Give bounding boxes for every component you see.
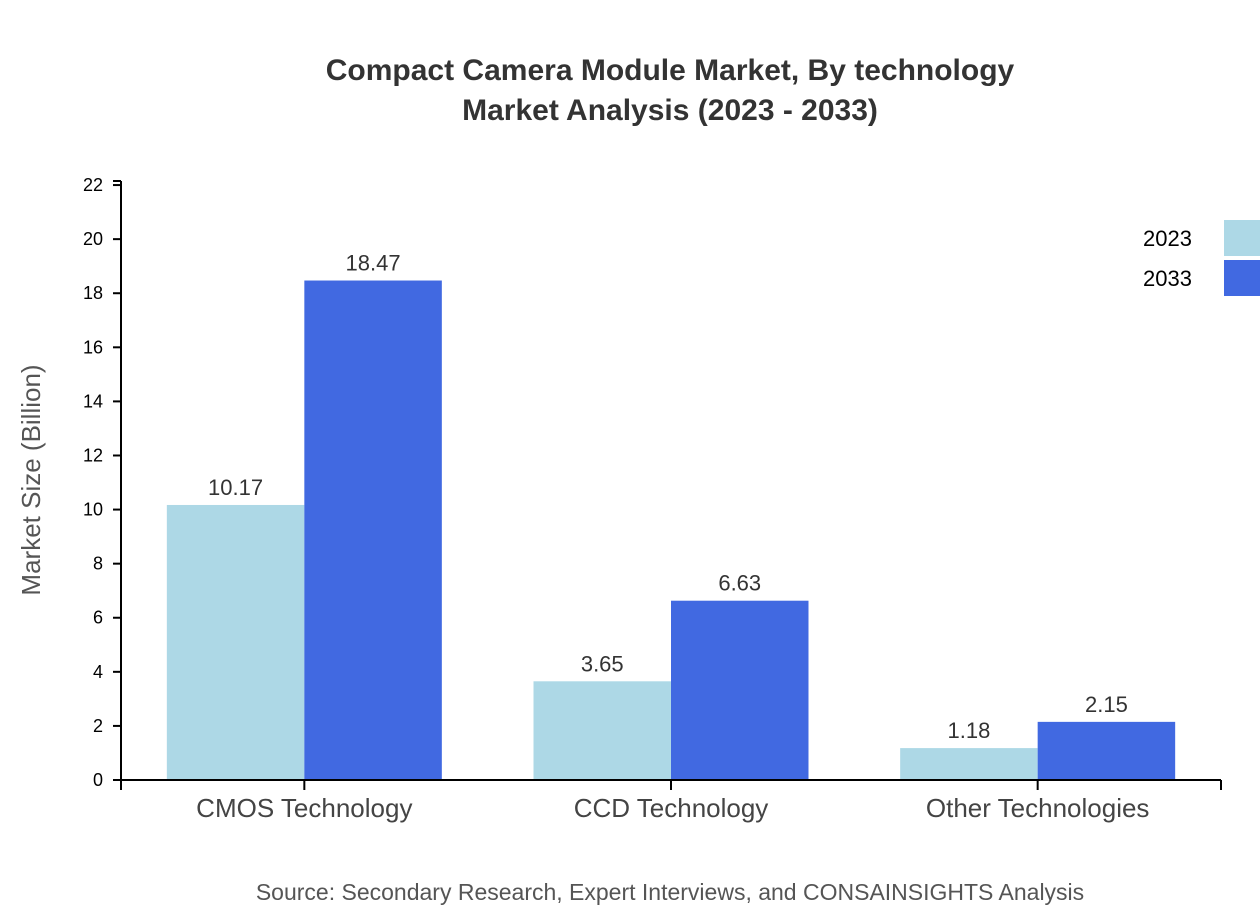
y-tick-label: 0 — [93, 770, 103, 790]
bar-2023 — [166, 504, 305, 780]
bar-2023 — [900, 748, 1038, 780]
y-tick-label: 2 — [93, 716, 103, 736]
bar-2033 — [1037, 721, 1176, 780]
y-axis-label: Market Size (Billion) — [16, 364, 46, 595]
data-label: 1.18 — [948, 718, 991, 743]
y-tick-label: 12 — [83, 445, 103, 465]
legend-label: 2033 — [1143, 266, 1192, 291]
x-tick-label: CCD Technology — [574, 793, 769, 823]
y-tick-label: 6 — [93, 608, 103, 628]
y-tick-label: 16 — [83, 337, 103, 357]
chart-title: Compact Camera Module Market, By technol… — [326, 54, 1015, 87]
y-tick-label: 8 — [93, 554, 103, 574]
source-note: Source: Secondary Research, Expert Inter… — [256, 879, 1084, 905]
x-tick-label: Other Technologies — [926, 793, 1150, 823]
y-tick-label: 18 — [83, 283, 103, 303]
y-tick-label: 10 — [83, 500, 103, 520]
bar-2023 — [533, 681, 671, 780]
data-label: 18.47 — [346, 251, 401, 276]
y-tick-label: 4 — [93, 662, 103, 682]
data-label: 3.65 — [581, 651, 624, 676]
data-label: 6.63 — [718, 571, 761, 596]
legend-swatch — [1224, 260, 1260, 296]
legend-label: 2023 — [1143, 226, 1192, 251]
legend-swatch — [1224, 220, 1260, 256]
data-label: 2.15 — [1085, 692, 1128, 717]
data-label: 10.17 — [208, 475, 263, 500]
y-tick-label: 20 — [83, 229, 103, 249]
chart-subtitle: Market Analysis (2023 - 2033) — [462, 94, 878, 127]
x-tick-label: CMOS Technology — [196, 793, 412, 823]
y-tick-label: 14 — [83, 391, 103, 411]
bar-2033 — [671, 600, 809, 780]
y-tick-label: 22 — [83, 175, 103, 195]
bar-2033 — [304, 280, 442, 780]
